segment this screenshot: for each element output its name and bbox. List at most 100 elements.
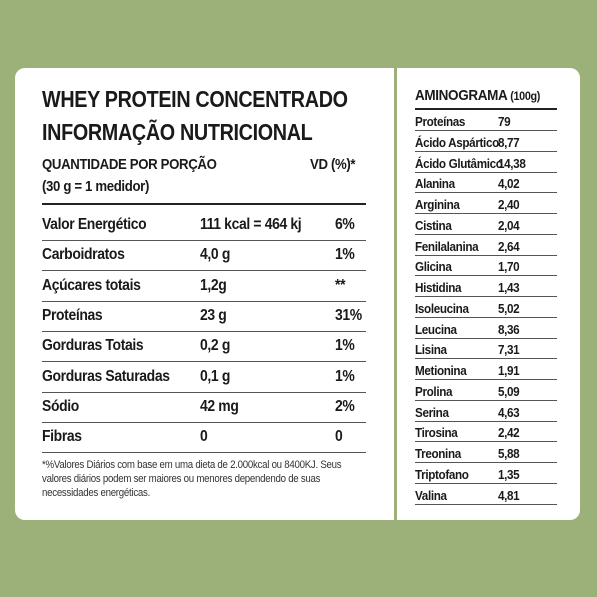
row-rule [42,240,366,241]
amino-name: Leucina [415,321,457,337]
nutrient-amount: 0,2 g [200,337,230,355]
amino-value: 5,88 [498,446,520,461]
amino-name: Glicina [415,259,452,275]
nutrient-vd: ** [335,276,346,294]
nutrient-vd: 31% [335,306,362,324]
serving-size: (30 g = 1 medidor) [42,178,150,195]
row-rule [415,130,557,131]
amino-value: 7,31 [498,342,520,358]
amino-value: 1,43 [498,280,520,295]
row-rule [42,300,366,302]
row-rule [415,462,557,463]
row-rule [42,361,366,363]
row-rule [415,233,557,235]
amino-name: Ácido Glutâmico [415,155,503,171]
subtitle: INFORMAÇÃO NUTRICIONAL [42,119,313,145]
row-rule [415,275,557,277]
row-rule [415,399,557,401]
vd-header: VD (%)* [310,156,356,173]
amino-value: 8,36 [498,321,520,337]
row-rule [42,452,366,454]
label-card [15,68,580,520]
amino-title-text: AMINOGRAMA [415,87,507,104]
nutrient-name: Gorduras Totais [42,337,144,355]
nutrient-name: Fibras [42,428,82,446]
nutrient-name: Carboidratos [42,246,125,264]
amino-name: Metionina [415,363,467,378]
amino-name: Isoleucina [415,300,469,316]
nutrient-name: Proteínas [42,306,103,324]
amino-value: 79 [498,114,511,129]
amino-name: Alanina [415,176,455,192]
divider [394,68,397,520]
amino-value: 2,40 [498,197,520,212]
row-rule [415,171,557,173]
row-rule [415,254,557,256]
amino-name: Lisina [415,342,447,358]
row-rule [42,270,366,272]
row-rule [415,358,557,360]
row-rule [415,296,557,297]
nutrient-amount: 23 g [200,306,227,324]
row-rule [415,482,557,484]
amino-value: 4,81 [498,487,520,503]
row-rule [415,150,557,152]
amino-value: 14,38 [498,155,526,171]
amino-value: 1,91 [498,363,520,378]
nutrient-name: Açúcares totais [42,276,141,294]
amino-value: 4,63 [498,404,520,420]
footnote: *%Valores Diários com base em uma dieta … [42,459,342,499]
amino-name: Histidina [415,280,462,295]
nutrient-amount: 0 [200,428,208,446]
nutrient-vd: 0 [335,428,343,446]
amino-title: AMINOGRAMA (100g) [415,87,540,104]
row-rule [42,391,366,393]
amino-value: 5,09 [498,383,520,399]
amino-name: Arginina [415,197,460,212]
row-rule [415,316,557,318]
nutrient-amount: 42 mg [200,397,239,415]
amino-value: 5,02 [498,300,520,316]
nutrient-amount: 111 kcal = 464 kj [200,216,302,233]
rule [415,108,557,110]
amino-value: 1,70 [498,259,520,275]
row-rule [415,503,557,505]
nutrient-name: Sódio [42,397,79,415]
nutrient-amount: 4,0 g [200,246,230,264]
amino-value: 2,42 [498,425,520,441]
nutrient-name: Gorduras Saturadas [42,367,170,385]
serving-label: QUANTIDADE POR PORÇÃO [42,156,217,173]
amino-name: Serina [415,404,449,420]
amino-name: Tirosina [415,425,458,441]
row-rule [42,330,366,332]
nutrient-name: Valor Energético [42,216,147,233]
row-rule [415,420,557,422]
amino-name: Cistina [415,217,452,233]
amino-name: Triptofano [415,466,469,482]
nutrient-amount: 0,1 g [200,367,230,385]
amino-name: Valina [415,487,447,503]
amino-name: Proteínas [415,114,466,129]
amino-value: 2,04 [498,217,520,233]
amino-value: 8,77 [498,134,520,150]
amino-unit: (100g) [510,89,540,103]
row-rule [42,421,366,423]
row-rule [415,337,557,339]
nutrient-amount: 1,2g [200,276,227,294]
rule [42,203,366,205]
row-rule [415,379,557,380]
amino-value: 4,02 [498,176,520,192]
row-rule [415,441,557,443]
nutrient-vd: 2% [335,397,355,415]
row-rule [415,213,557,214]
row-rule [415,192,557,194]
amino-value: 2,64 [498,238,520,254]
nutrient-vd: 1% [335,246,355,264]
amino-name: Prolina [415,383,453,399]
title: WHEY PROTEIN CONCENTRADO [42,86,348,112]
nutrient-vd: 1% [335,337,355,355]
amino-name: Treonina [415,446,461,461]
amino-name: Fenilalanina [415,238,479,254]
nutrient-vd: 1% [335,367,355,385]
